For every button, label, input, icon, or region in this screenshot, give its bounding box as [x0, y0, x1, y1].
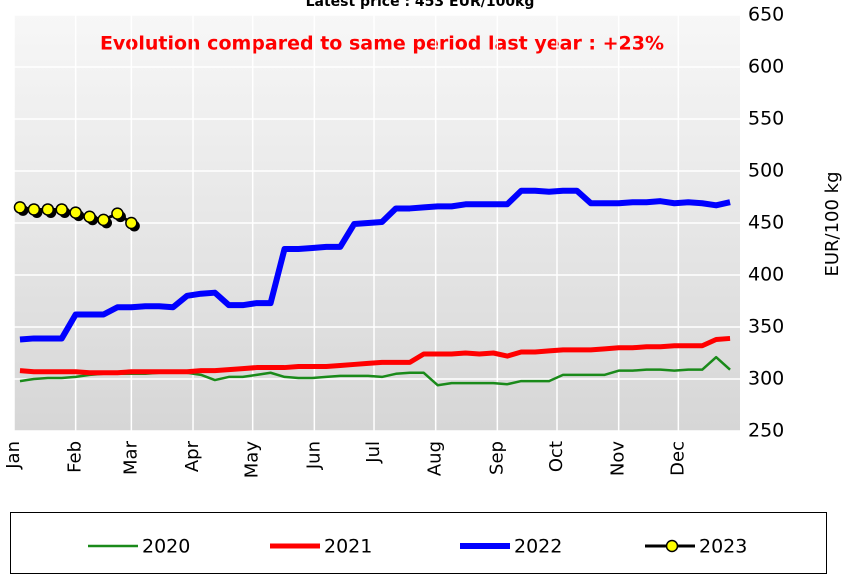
x-tick-label: Jul — [363, 441, 384, 464]
y-tick-label: 650 — [748, 4, 784, 26]
x-tick-label: Aug — [425, 441, 446, 476]
y-tick-label: 550 — [748, 108, 784, 130]
y-tick-label: 300 — [748, 368, 784, 390]
chart-title: Latest price : 453 EUR/100kg — [306, 0, 535, 10]
series-line — [19, 187, 731, 343]
y-tick-label: 400 — [748, 264, 784, 286]
x-tick-label: Jun — [303, 441, 324, 470]
data-point — [13, 201, 27, 214]
data-point — [97, 213, 110, 227]
y-tick-label: 450 — [748, 212, 784, 234]
x-tick-label: Nov — [608, 441, 629, 476]
y-tick-label: 500 — [748, 160, 784, 182]
chart-subtitle: Evolution compared to same period last y… — [100, 33, 664, 55]
y-tick-label: 600 — [748, 56, 784, 78]
x-tick-label: Sep — [486, 441, 507, 475]
data-point — [83, 210, 96, 224]
legend-label: 2021 — [324, 536, 372, 558]
x-tick-label: Mar — [120, 440, 141, 475]
x-tick-label: Dec — [667, 441, 688, 476]
legend-label: 2022 — [514, 536, 562, 558]
y-axis-label: EUR/100 kg — [822, 171, 843, 276]
data-point — [69, 206, 82, 219]
x-tick-label: Jan — [3, 441, 24, 470]
legend-label: 2023 — [699, 536, 747, 558]
x-tick-label: May — [242, 441, 263, 479]
data-point — [111, 207, 124, 220]
x-tick-label: Apr — [182, 440, 203, 472]
y-tick-label: 350 — [748, 316, 784, 338]
x-tick-label: Feb — [65, 441, 86, 473]
series-line — [19, 335, 731, 376]
legend-label: 2020 — [142, 536, 190, 558]
legend-marker — [665, 539, 679, 553]
data-point — [27, 203, 41, 216]
legend-box — [10, 512, 827, 574]
data-point — [41, 203, 55, 216]
y-tick-label: 250 — [748, 420, 784, 442]
data-point — [125, 216, 138, 230]
data-point — [55, 203, 68, 216]
x-tick-label: Oct — [546, 441, 567, 472]
